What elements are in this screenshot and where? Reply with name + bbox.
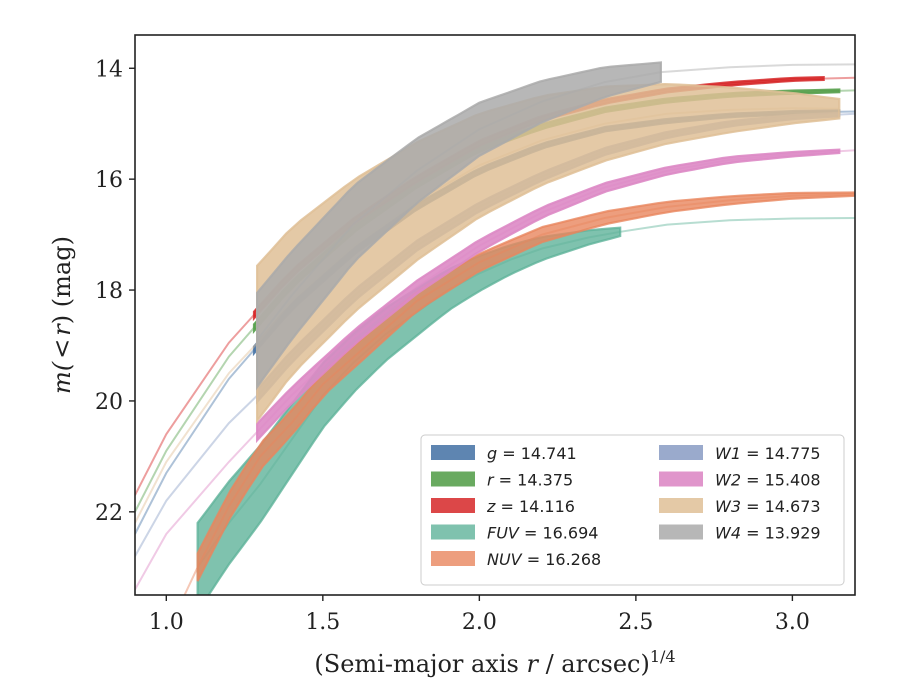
x-axis: 1.0 1.5 2.0 2.5 3.0	[149, 595, 810, 635]
legend-swatch-w2	[659, 471, 703, 487]
x-tick-label: 2.5	[618, 610, 653, 635]
legend-swatch-w3	[659, 498, 703, 513]
legend-label-z: z = 14.116	[486, 497, 575, 516]
x-tick-label: 2.0	[462, 610, 497, 635]
y-tick-label: 16	[95, 168, 123, 193]
x-axis-title: (Semi-major axis r / arcsec)1/4	[314, 647, 675, 678]
y-axis: 14 16 18 20 22	[95, 57, 135, 526]
y-tick-label: 22	[95, 501, 123, 526]
legend-label-g: g = 14.741	[487, 444, 577, 463]
series-w4-band	[256, 61, 663, 391]
y-tick-label: 20	[95, 390, 123, 415]
series-w4	[256, 61, 855, 391]
legend-label-r: r = 14.375	[487, 471, 573, 490]
series-layer	[135, 61, 855, 595]
legend-swatch-g	[431, 445, 475, 460]
legend-label-nuv: NUV = 16.268	[487, 550, 601, 569]
legend-frame	[420, 434, 845, 586]
legend-swatch-r	[431, 471, 475, 487]
x-tick-label: 1.0	[149, 610, 184, 635]
legend-label-w3: W3 = 14.673	[715, 497, 821, 516]
legend-swatch-w1	[659, 445, 703, 460]
legend-swatch-nuv	[431, 551, 475, 566]
plot-frame	[134, 34, 856, 596]
series-w2-band	[256, 148, 841, 444]
legend-label-w4: W4 = 13.929	[715, 524, 821, 543]
legend-label-fuv: FUV = 16.694	[487, 524, 598, 543]
y-axis-title: m(<r) (mag)	[48, 236, 76, 394]
legend-swatch-fuv	[431, 524, 475, 540]
legend-swatch-z	[431, 498, 475, 513]
series-w2	[135, 148, 855, 590]
legend: g = 14.741 r = 14.375 z = 14.116 FUV = 16.6…	[420, 434, 845, 586]
legend-label-w1: W1 = 14.775	[715, 444, 821, 463]
legend-swatch-w4	[659, 524, 703, 540]
x-tick-label: 1.5	[305, 610, 340, 635]
y-tick-label: 14	[95, 57, 123, 82]
y-tick-label: 18	[95, 279, 123, 304]
legend-label-w2: W2 = 15.408	[715, 471, 821, 490]
x-tick-label: 3.0	[775, 610, 810, 635]
